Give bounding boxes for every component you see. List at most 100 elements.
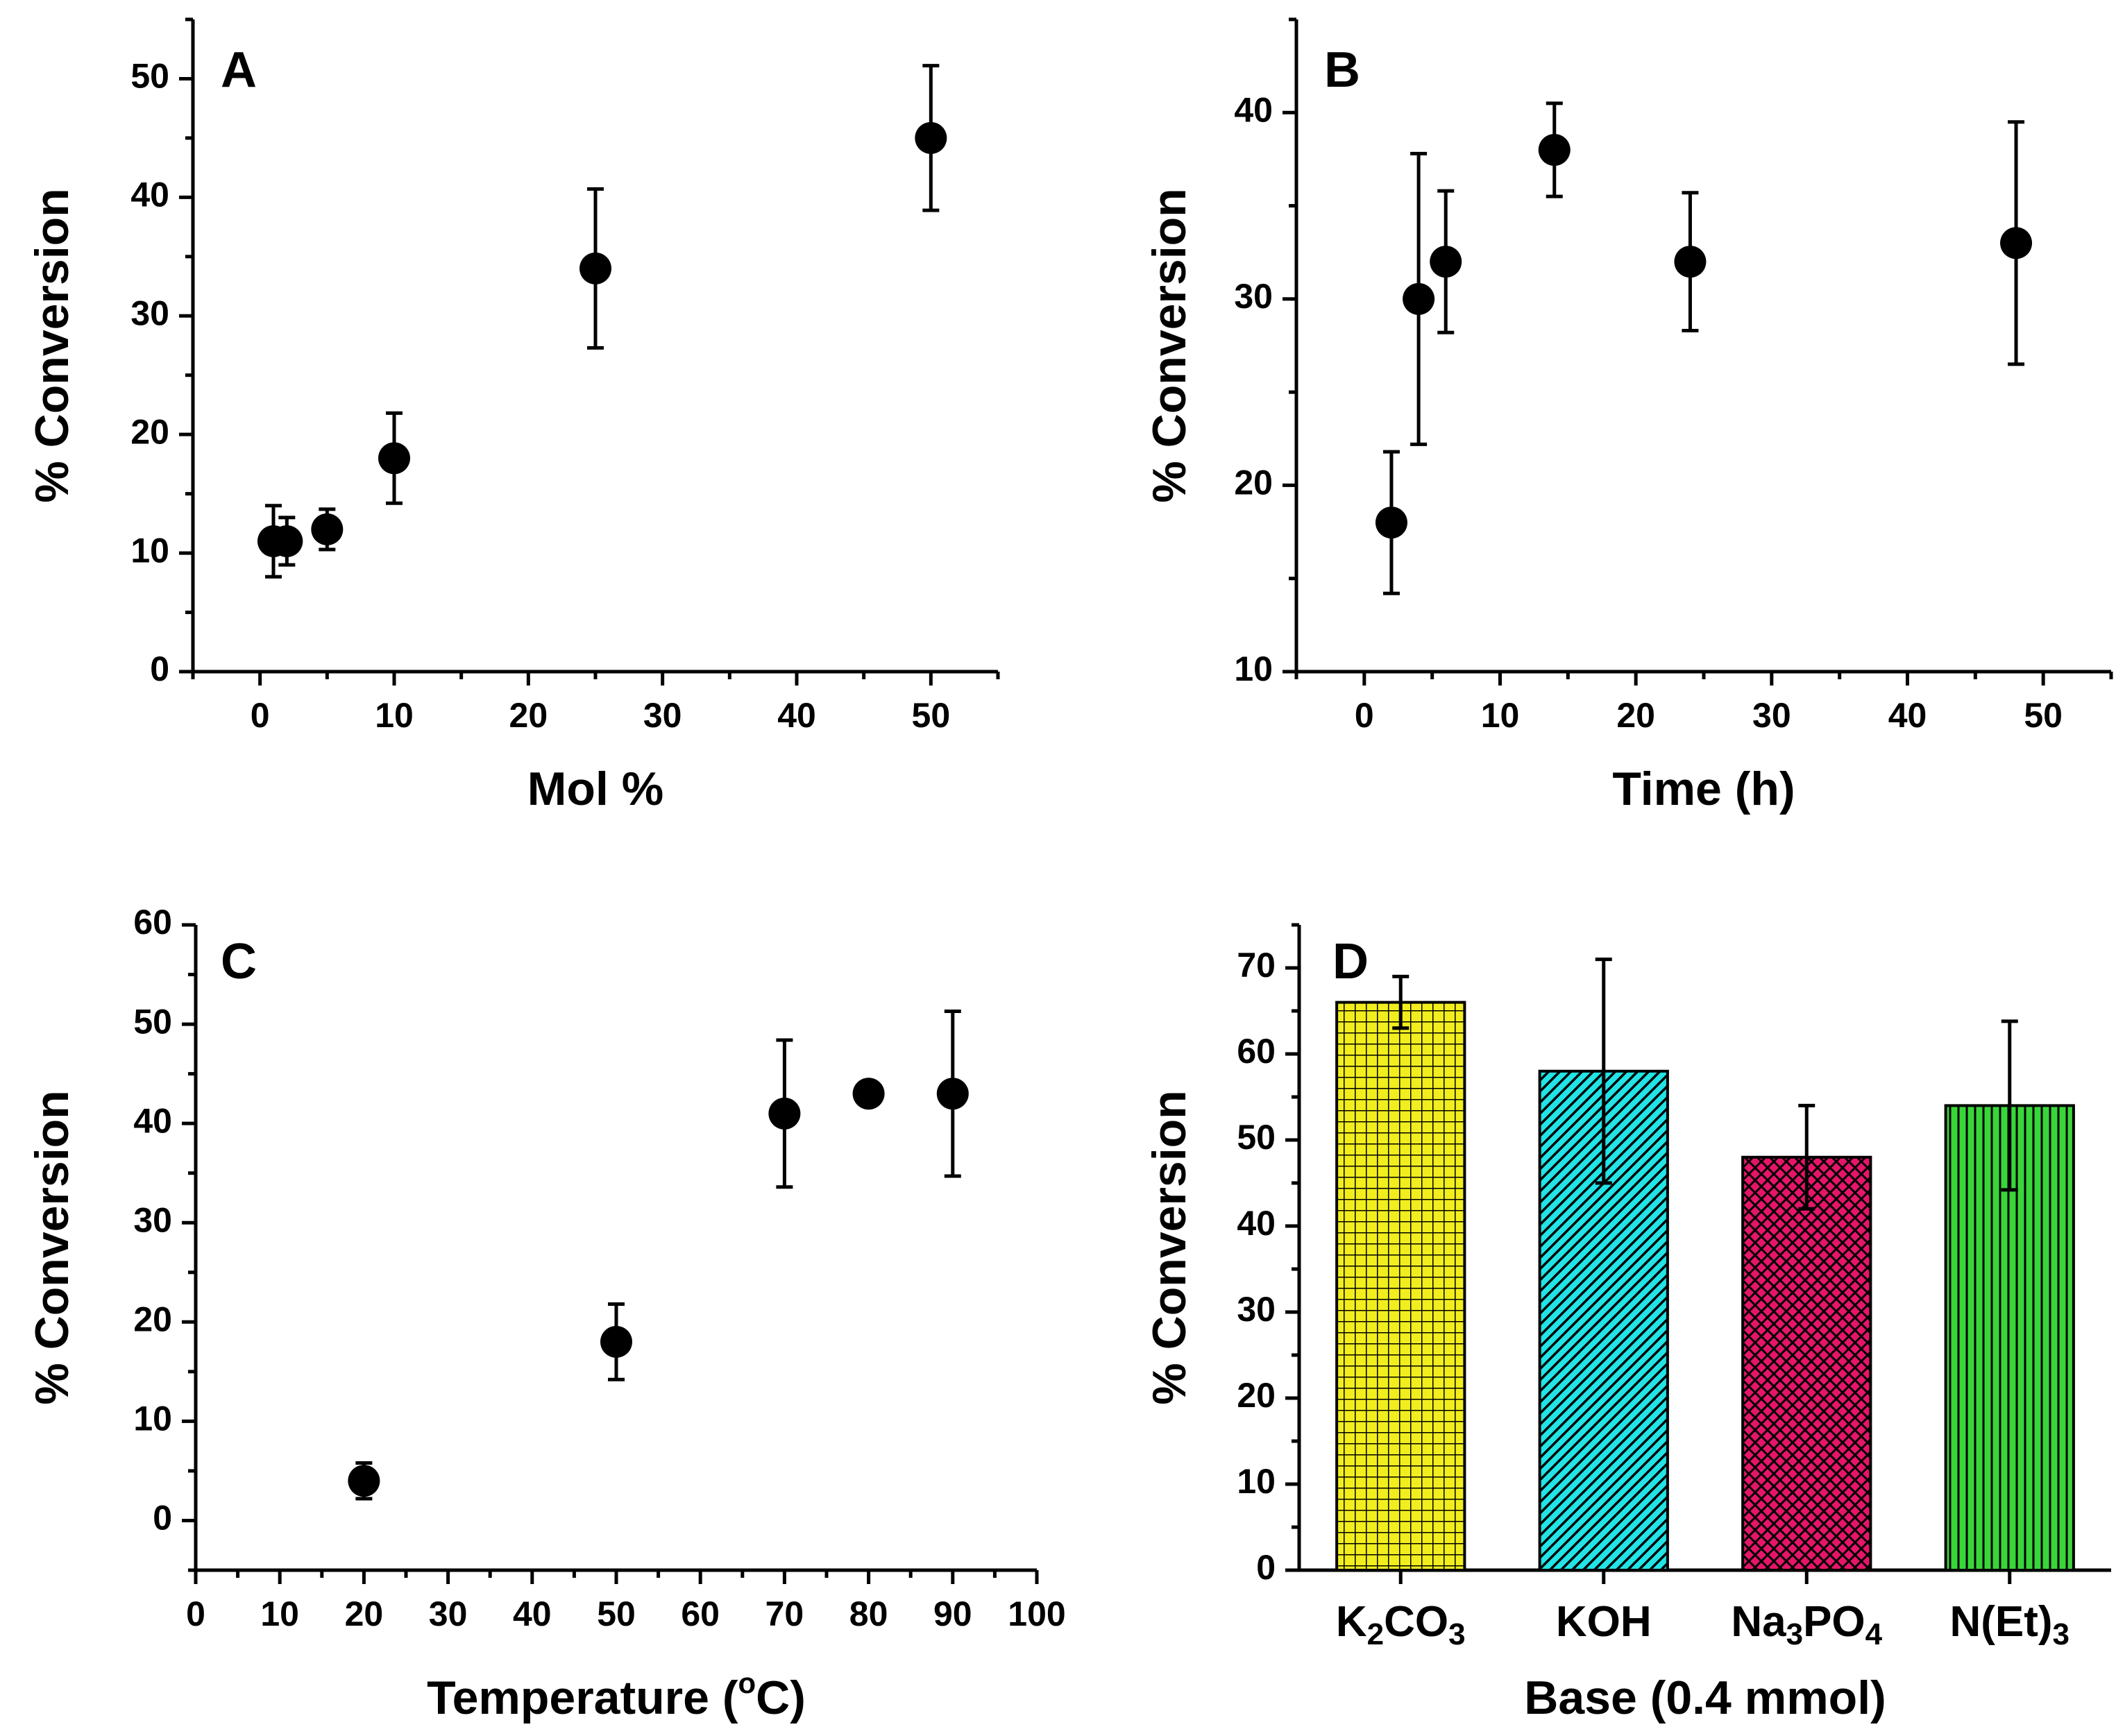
y-tick-label: 40: [133, 1101, 172, 1140]
x-axis-title-degree: o: [738, 1667, 756, 1699]
x-tick-label: 40: [777, 696, 816, 735]
y-tick-label: 10: [1237, 1462, 1276, 1501]
data-point: [1538, 134, 1571, 166]
y-tick-label: 70: [1237, 946, 1276, 985]
data-point: [271, 525, 303, 557]
y-tick-label: 0: [150, 649, 169, 688]
y-tick-label: 60: [1237, 1032, 1276, 1071]
x-tick-label: 40: [513, 1594, 552, 1633]
y-axis-title-D: % Conversion: [1143, 1090, 1196, 1404]
data-point: [579, 252, 611, 284]
y-tick-label: 20: [1234, 463, 1273, 502]
data-point: [936, 1078, 969, 1110]
data-point: [378, 442, 410, 475]
x-tick-label: 60: [681, 1594, 720, 1633]
data-point: [311, 513, 344, 545]
x-tick-label: 0: [186, 1594, 205, 1633]
y-tick-label: 40: [1234, 90, 1273, 129]
panel-label-C: C: [221, 934, 257, 989]
y-tick-label: 20: [130, 412, 169, 451]
category-subscript: 3: [1448, 1617, 1465, 1651]
x-tick-label: 20: [1616, 696, 1655, 735]
y-axis-title-B: % Conversion: [1143, 188, 1196, 502]
category-part: K: [1336, 1598, 1367, 1646]
x-tick-label: 80: [849, 1594, 888, 1633]
panel-label-B: B: [1324, 42, 1360, 98]
data-point: [1430, 246, 1462, 278]
category-part: CO: [1384, 1598, 1448, 1646]
x-axis-title-A: Mol %: [527, 763, 663, 815]
y-tick-label: 10: [130, 531, 169, 570]
data-point: [348, 1465, 380, 1497]
x-category-label: N(Et)3: [1949, 1598, 2070, 1651]
category-subscript: 3: [1786, 1617, 1803, 1651]
y-tick-label: 50: [130, 57, 169, 96]
x-axis-title-part: Temperature (: [427, 1671, 738, 1724]
x-tick-label: 40: [1888, 696, 1927, 735]
x-tick-label: 20: [345, 1594, 384, 1633]
data-point: [768, 1097, 801, 1130]
y-tick-label: 30: [130, 293, 169, 332]
y-tick-label: 20: [133, 1300, 172, 1339]
x-axis-title-D: Base (0.4 mmol): [1524, 1671, 1886, 1724]
y-axis-title-A: % Conversion: [26, 188, 78, 502]
x-tick-label: 10: [375, 696, 414, 735]
y-tick-label: 10: [1234, 649, 1273, 688]
panel-c-chart: 0 10 20 30 40 50 60 0 10 20 30 40 50 60 70 80 90 100 Tempe…: [26, 903, 1066, 1724]
panel-label-D: D: [1332, 934, 1369, 989]
category-part: KOH: [1556, 1598, 1652, 1646]
data-point: [852, 1078, 885, 1110]
x-tick-label: 30: [643, 696, 682, 735]
x-tick-label: 30: [1752, 696, 1791, 735]
x-tick-label: 0: [251, 696, 270, 735]
x-category-label: Na3PO4: [1731, 1598, 1882, 1651]
y-tick-label: 30: [1234, 277, 1273, 316]
x-tick-label: 50: [2024, 696, 2063, 735]
x-tick-label: 70: [765, 1594, 804, 1633]
y-tick-label: 10: [133, 1399, 172, 1438]
x-tick-label: 0: [1355, 696, 1374, 735]
category-subscript: 3: [2053, 1617, 2070, 1651]
category-part: N(Et): [1949, 1598, 2052, 1646]
category-part: Na: [1731, 1598, 1786, 1646]
x-category-label: KOH: [1556, 1598, 1652, 1646]
x-tick-label: 20: [509, 696, 548, 735]
x-category-label: K2CO3: [1336, 1598, 1466, 1651]
panel-a-chart: 0 10 20 30 40 50 0 10 20 30 40 50 Mol % % Conversion A: [26, 17, 1000, 815]
data-point: [915, 121, 947, 154]
x-tick-label: 10: [1481, 696, 1520, 735]
y-tick-label: 50: [1237, 1118, 1276, 1157]
x-tick-label: 50: [597, 1594, 636, 1633]
panel-label-A: A: [221, 42, 257, 98]
bar: [1335, 1001, 1466, 1572]
category-subscript: 2: [1367, 1617, 1384, 1651]
y-tick-label: 20: [1237, 1376, 1276, 1415]
panel-b-chart: 10 20 30 40 0 10 20 30 40 50 Time (h) % Conversion B: [1143, 17, 2113, 815]
x-tick-label: 100: [1008, 1594, 1065, 1633]
x-tick-label: 10: [260, 1594, 299, 1633]
data-point: [1403, 282, 1435, 315]
y-tick-label: 40: [130, 176, 169, 214]
category-subscript: 4: [1865, 1617, 1883, 1651]
category-part: PO: [1803, 1598, 1865, 1646]
x-tick-label: 50: [912, 696, 951, 735]
y-tick-label: 60: [133, 903, 172, 942]
y-tick-label: 50: [133, 1002, 172, 1041]
y-tick-label: 30: [133, 1200, 172, 1239]
data-point: [1674, 246, 1707, 278]
x-axis-title-B: Time (h): [1612, 763, 1795, 815]
x-tick-label: 30: [429, 1594, 468, 1633]
y-tick-label: 40: [1237, 1204, 1276, 1243]
y-axis-title-C: % Conversion: [26, 1090, 78, 1404]
x-axis-title-C: Temperature (oC): [427, 1667, 806, 1724]
bar: [1741, 1155, 1872, 1572]
y-tick-label: 30: [1237, 1290, 1276, 1329]
x-tick-label: 90: [933, 1594, 972, 1633]
data-point: [600, 1325, 632, 1358]
x-axis-title-part: C): [756, 1671, 806, 1724]
data-point: [2000, 227, 2033, 259]
y-tick-label: 0: [153, 1499, 172, 1538]
y-tick-label: 0: [1256, 1548, 1276, 1587]
